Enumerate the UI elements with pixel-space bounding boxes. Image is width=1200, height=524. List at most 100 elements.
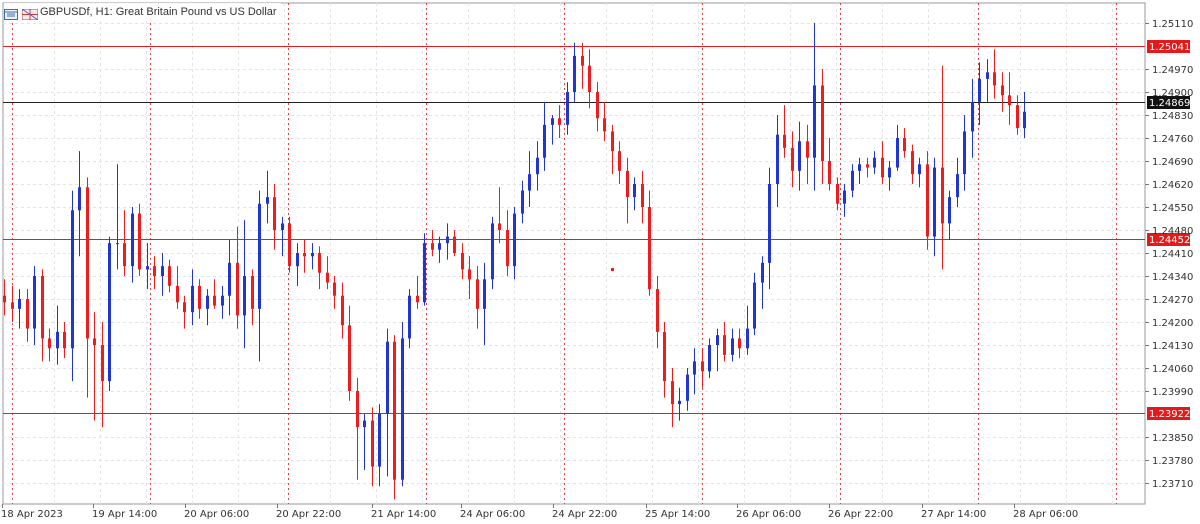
candle-body xyxy=(708,345,711,372)
candle-body xyxy=(948,197,951,224)
y-tick-label: 1.24130 xyxy=(1152,341,1193,352)
bullish-candle xyxy=(761,256,764,309)
bullish-candle xyxy=(146,243,149,290)
candle-body xyxy=(288,223,291,267)
bearish-candle xyxy=(416,276,419,309)
bearish-candle xyxy=(213,279,216,309)
candle-body xyxy=(168,266,171,286)
current-price-tag xyxy=(1147,96,1190,109)
candle-body xyxy=(828,161,831,184)
bearish-candle xyxy=(341,282,344,339)
candle-body xyxy=(63,331,66,349)
bullish-candle xyxy=(206,289,209,326)
candle-body xyxy=(146,266,149,270)
bullish-candle xyxy=(78,151,81,257)
candle-body xyxy=(633,184,636,198)
candle-body xyxy=(888,167,891,178)
bearish-candle xyxy=(866,157,869,178)
y-tick-label: 1.24620 xyxy=(1152,180,1193,191)
candle-body xyxy=(483,279,486,309)
candle-body xyxy=(371,420,374,467)
candle-body xyxy=(693,361,696,375)
bearish-candle xyxy=(288,216,291,273)
symbol-flag-icon xyxy=(21,7,39,20)
candle-body xyxy=(183,302,186,313)
x-tick-label: 26 Apr 22:00 xyxy=(828,509,893,520)
y-tick-label: 1.23850 xyxy=(1152,433,1193,444)
candle-body xyxy=(423,243,426,303)
candle-body xyxy=(731,338,734,355)
bearish-candle xyxy=(783,105,786,158)
candle-body xyxy=(543,124,546,158)
bullish-candle xyxy=(71,190,74,382)
candle-body xyxy=(326,272,329,283)
candle-body xyxy=(768,184,771,263)
candle-body xyxy=(243,276,246,316)
bearish-candle xyxy=(41,269,44,362)
bearish-candle xyxy=(641,170,644,224)
bearish-candle xyxy=(506,210,509,276)
bearish-candle xyxy=(603,101,606,142)
y-tick-label: 1.24830 xyxy=(1152,111,1193,122)
candle-body xyxy=(191,285,194,313)
candle-body xyxy=(626,170,629,198)
bearish-candle xyxy=(251,269,254,326)
candle-body xyxy=(716,335,719,345)
candle-body xyxy=(551,118,554,125)
candle-body xyxy=(78,187,81,211)
candle-body xyxy=(131,213,134,267)
bearish-candle xyxy=(903,128,906,158)
bullish-candle xyxy=(536,141,539,191)
y-tick-label: 1.24550 xyxy=(1152,203,1193,214)
bullish-candle xyxy=(896,124,899,171)
candle-body xyxy=(101,345,104,382)
bullish-candle xyxy=(933,157,936,257)
candle-body xyxy=(401,338,404,480)
bullish-candle xyxy=(266,170,269,224)
level-price-label: 1.24452 xyxy=(1149,235,1190,246)
candle-body xyxy=(86,187,89,339)
candle-body xyxy=(678,400,681,405)
bullish-candle xyxy=(161,253,164,296)
candle-body xyxy=(461,253,464,270)
candle-body xyxy=(416,295,419,303)
candle-body xyxy=(596,92,599,119)
candle-body xyxy=(813,85,816,158)
candle-body xyxy=(318,253,321,273)
candle-body xyxy=(851,170,854,191)
bearish-candle xyxy=(26,289,29,342)
bearish-candle xyxy=(1008,72,1011,125)
bearish-candle xyxy=(791,131,794,188)
level-price-label: 1.23922 xyxy=(1149,409,1190,420)
bearish-candle xyxy=(11,285,14,322)
bearish-candle xyxy=(581,42,584,89)
bearish-candle xyxy=(498,187,501,244)
bullish-candle xyxy=(18,289,21,329)
bullish-candle xyxy=(378,404,381,487)
bearish-candle xyxy=(176,266,179,309)
x-tick-label: 26 Apr 06:00 xyxy=(736,509,801,520)
candle-body xyxy=(378,414,381,467)
candle-body xyxy=(506,230,509,267)
bullish-candle xyxy=(258,190,261,362)
bearish-candle xyxy=(911,144,914,184)
bullish-candle xyxy=(986,59,989,102)
bullish-candle xyxy=(296,243,299,286)
candle-body xyxy=(48,338,51,349)
bearish-candle xyxy=(333,276,336,309)
bullish-candle xyxy=(1023,92,1026,138)
x-tick-label: 18 Apr 2023 xyxy=(1,509,63,520)
candle-body xyxy=(311,253,314,257)
bullish-candle xyxy=(243,220,246,349)
bearish-candle xyxy=(273,184,276,250)
candle-body xyxy=(386,341,389,414)
candle-body xyxy=(3,295,6,303)
chart-window-icon[interactable] xyxy=(4,7,18,20)
candle-body xyxy=(791,147,794,171)
bullish-candle xyxy=(131,207,134,283)
bullish-candle xyxy=(483,262,486,345)
bullish-candle xyxy=(56,305,59,365)
candle-body xyxy=(911,151,914,175)
